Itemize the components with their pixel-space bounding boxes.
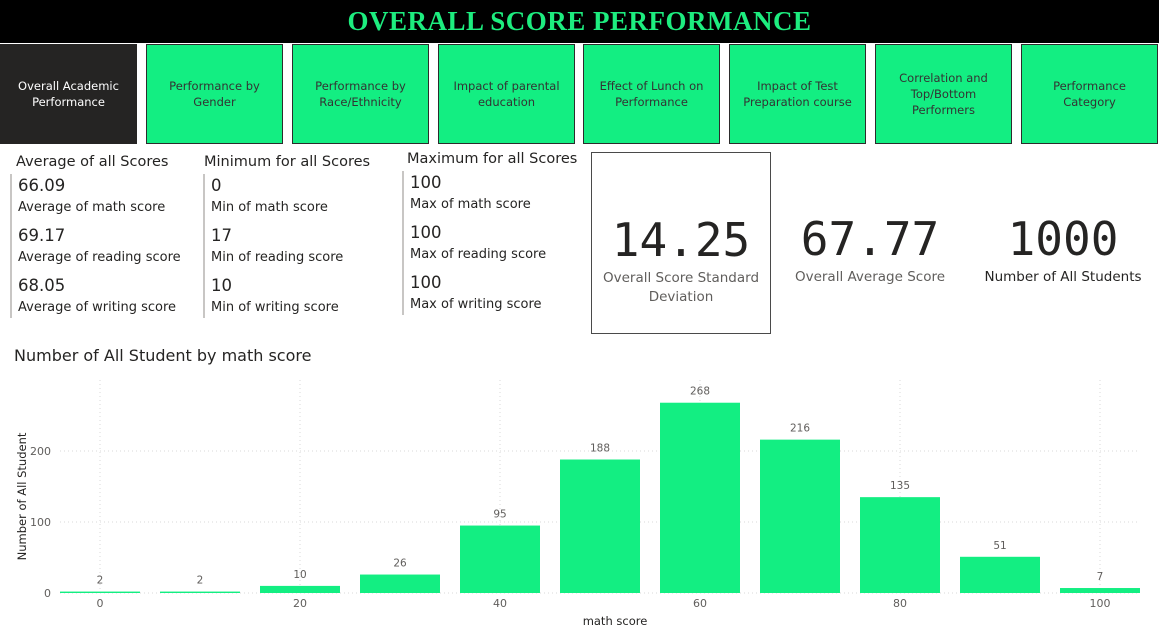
histogram-bar bbox=[460, 525, 540, 593]
chart-title: Number of All Student by math score bbox=[14, 346, 312, 365]
std-dev-value: 14.25 bbox=[611, 213, 751, 267]
header-bar: OVERALL SCORE PERFORMANCE bbox=[0, 0, 1159, 43]
kpi-value: 66.09 bbox=[18, 176, 66, 195]
bar-data-label: 51 bbox=[993, 540, 1006, 552]
student-count-label: Number of All Students bbox=[984, 269, 1142, 285]
histogram-bar bbox=[760, 439, 840, 593]
kpi-value: 100 bbox=[410, 173, 442, 192]
tab-impact-of-test-preparation[interactable]: Impact of Test Preparation course bbox=[729, 44, 866, 144]
tab-performance-category[interactable]: Performance Category bbox=[1021, 44, 1158, 144]
kpi-label: Average of reading score bbox=[18, 250, 181, 265]
std-dev-card: 14.25 Overall Score Standard Deviation bbox=[591, 152, 771, 334]
tab-impact-of-parental-education[interactable]: Impact of parental education bbox=[438, 44, 575, 144]
histogram-bar bbox=[260, 585, 340, 593]
bar-data-label: 2 bbox=[197, 575, 204, 587]
bar-data-label: 188 bbox=[590, 443, 610, 455]
tab-correlation-top-bottom[interactable]: Correlation and Top/Bottom Performers bbox=[875, 44, 1012, 144]
bar-data-label: 268 bbox=[690, 386, 710, 398]
x-tick-label: 0 bbox=[97, 597, 104, 610]
kpi-average-writing: 68.05 Average of writing score bbox=[18, 274, 181, 318]
tab-performance-by-race-ethnicity[interactable]: Performance by Race/Ethnicity bbox=[292, 44, 429, 144]
kpi-label: Min of math score bbox=[211, 200, 328, 215]
kpi-value: 68.05 bbox=[18, 276, 66, 295]
averages-heading: Average of all Scores bbox=[16, 154, 169, 170]
student-count-value: 1000 bbox=[1007, 212, 1119, 266]
kpi-label: Average of writing score bbox=[18, 300, 177, 315]
kpi-max-reading: 100 Max of reading score bbox=[410, 221, 577, 265]
kpi-label: Max of reading score bbox=[410, 247, 547, 262]
x-tick-label: 100 bbox=[1090, 597, 1111, 610]
x-axis-title: math score bbox=[583, 614, 648, 628]
kpi-min-math: 0 Min of math score bbox=[211, 174, 370, 218]
x-tick-label: 60 bbox=[693, 597, 707, 610]
histogram-bar bbox=[860, 497, 940, 593]
kpi-label: Average of math score bbox=[18, 200, 166, 215]
overall-average-label: Overall Average Score bbox=[794, 269, 946, 285]
overall-average-card: 67.77 Overall Average Score bbox=[780, 152, 960, 334]
kpi-max-math: 100 Max of math score bbox=[410, 171, 577, 215]
maximums-card: Maximum for all Scores 100 Max of math s… bbox=[402, 147, 577, 321]
bar-data-label: 7 bbox=[1097, 571, 1104, 583]
y-tick-label: 200 bbox=[30, 445, 51, 458]
histogram-bar bbox=[160, 591, 240, 593]
histogram-bar bbox=[60, 591, 140, 593]
y-axis-title: Number of All Student bbox=[15, 432, 29, 560]
bar-data-label: 135 bbox=[890, 480, 910, 492]
y-tick-label: 100 bbox=[30, 516, 51, 529]
tab-effect-of-lunch[interactable]: Effect of Lunch on Performance bbox=[583, 44, 720, 144]
averages-card: Average of all Scores 66.09 Average of m… bbox=[10, 150, 181, 324]
std-dev-label: Overall Score Standard Deviation bbox=[602, 270, 760, 305]
kpi-label: Max of writing score bbox=[410, 297, 542, 312]
x-tick-label: 80 bbox=[893, 597, 907, 610]
tab-performance-by-gender[interactable]: Performance by Gender bbox=[146, 44, 283, 144]
kpi-max-writing: 100 Max of writing score bbox=[410, 271, 577, 315]
maximums-heading: Maximum for all Scores bbox=[407, 151, 578, 167]
kpi-value: 10 bbox=[211, 276, 232, 295]
bar-data-label: 10 bbox=[293, 569, 306, 581]
tab-overall-academic-performance[interactable]: Overall Academic Performance bbox=[0, 44, 137, 144]
bar-data-label: 2 bbox=[97, 575, 104, 587]
kpi-min-writing: 10 Min of writing score bbox=[211, 274, 370, 318]
math-score-histogram: 2 2 10 26 95 188 268 216 135 51 7 0 20 40 60 80 100 0 100 2… bbox=[15, 380, 1140, 628]
minimums-heading: Minimum for all Scores bbox=[204, 154, 371, 170]
kpi-min-reading: 17 Min of reading score bbox=[211, 224, 370, 268]
histogram-bar bbox=[660, 402, 740, 593]
minimums-card: Minimum for all Scores 0 Min of math sco… bbox=[203, 150, 370, 324]
y-tick-label: 0 bbox=[44, 587, 51, 600]
kpi-label: Min of writing score bbox=[211, 300, 339, 315]
histogram-bar bbox=[960, 556, 1040, 593]
overall-average-value: 67.77 bbox=[800, 212, 940, 266]
kpi-label: Min of reading score bbox=[211, 250, 344, 265]
kpi-average-reading: 69.17 Average of reading score bbox=[18, 224, 181, 268]
kpi-average-math: 66.09 Average of math score bbox=[18, 174, 181, 218]
histogram-bar bbox=[1060, 588, 1140, 593]
bar-data-label: 216 bbox=[790, 423, 810, 435]
kpi-value: 100 bbox=[410, 273, 442, 292]
bar-data-label: 95 bbox=[493, 509, 506, 521]
histogram-bar bbox=[360, 574, 440, 593]
minimums-list: 0 Min of math score 17 Min of reading sc… bbox=[203, 174, 370, 318]
kpi-value: 0 bbox=[211, 176, 222, 195]
x-tick-label: 20 bbox=[293, 597, 307, 610]
maximums-list: 100 Max of math score 100 Max of reading… bbox=[402, 171, 577, 315]
averages-list: 66.09 Average of math score 69.17 Averag… bbox=[10, 174, 181, 318]
student-count-card: 1000 Number of All Students bbox=[973, 152, 1153, 334]
bar-data-label: 26 bbox=[393, 558, 407, 570]
histogram-bar bbox=[560, 459, 640, 593]
kpi-value: 69.17 bbox=[18, 226, 66, 245]
kpi-value: 17 bbox=[211, 226, 232, 245]
kpi-label: Max of math score bbox=[410, 197, 531, 212]
kpi-value: 100 bbox=[410, 223, 442, 242]
x-tick-label: 40 bbox=[493, 597, 507, 610]
page-title: OVERALL SCORE PERFORMANCE bbox=[347, 6, 812, 36]
